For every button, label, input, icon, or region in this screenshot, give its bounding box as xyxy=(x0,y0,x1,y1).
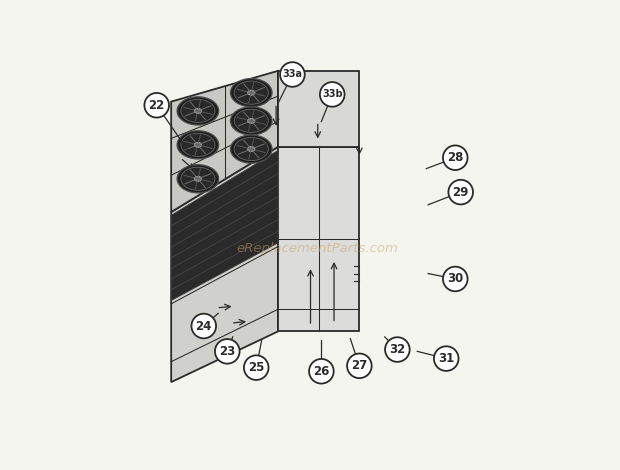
Text: 23: 23 xyxy=(219,345,236,358)
Text: 28: 28 xyxy=(447,151,464,164)
Polygon shape xyxy=(278,71,360,147)
Ellipse shape xyxy=(181,167,215,190)
Ellipse shape xyxy=(194,109,202,113)
Circle shape xyxy=(347,353,371,378)
Ellipse shape xyxy=(234,138,268,161)
Ellipse shape xyxy=(194,142,202,148)
Text: 22: 22 xyxy=(149,99,165,112)
Ellipse shape xyxy=(177,164,219,193)
Ellipse shape xyxy=(247,90,255,95)
Ellipse shape xyxy=(231,135,272,163)
Ellipse shape xyxy=(231,78,272,107)
Ellipse shape xyxy=(177,97,219,125)
Text: 33a: 33a xyxy=(283,70,303,79)
Ellipse shape xyxy=(194,176,202,181)
Circle shape xyxy=(385,337,410,362)
Ellipse shape xyxy=(177,131,219,159)
Circle shape xyxy=(192,313,216,338)
Circle shape xyxy=(434,346,459,371)
Circle shape xyxy=(215,339,239,364)
Circle shape xyxy=(443,266,467,291)
Polygon shape xyxy=(278,147,360,331)
Circle shape xyxy=(309,359,334,384)
Circle shape xyxy=(320,82,345,107)
Ellipse shape xyxy=(234,110,268,133)
Ellipse shape xyxy=(181,133,215,157)
Text: 26: 26 xyxy=(313,365,330,378)
Circle shape xyxy=(280,62,304,87)
Polygon shape xyxy=(171,71,278,212)
Text: 30: 30 xyxy=(447,273,463,285)
Circle shape xyxy=(443,145,467,170)
Ellipse shape xyxy=(247,118,255,124)
Text: eReplacementParts.com: eReplacementParts.com xyxy=(237,242,399,255)
Ellipse shape xyxy=(247,147,255,152)
Circle shape xyxy=(144,93,169,118)
Polygon shape xyxy=(171,147,278,382)
Circle shape xyxy=(244,355,268,380)
Text: 25: 25 xyxy=(248,361,264,374)
Ellipse shape xyxy=(234,81,268,104)
Text: 24: 24 xyxy=(195,320,212,332)
Ellipse shape xyxy=(181,99,215,123)
Ellipse shape xyxy=(231,107,272,135)
Text: 29: 29 xyxy=(453,186,469,199)
Text: 33b: 33b xyxy=(322,89,342,99)
Text: 27: 27 xyxy=(352,360,368,372)
Text: 32: 32 xyxy=(389,343,405,356)
Polygon shape xyxy=(171,150,278,300)
Circle shape xyxy=(448,180,473,204)
Text: 31: 31 xyxy=(438,352,454,365)
